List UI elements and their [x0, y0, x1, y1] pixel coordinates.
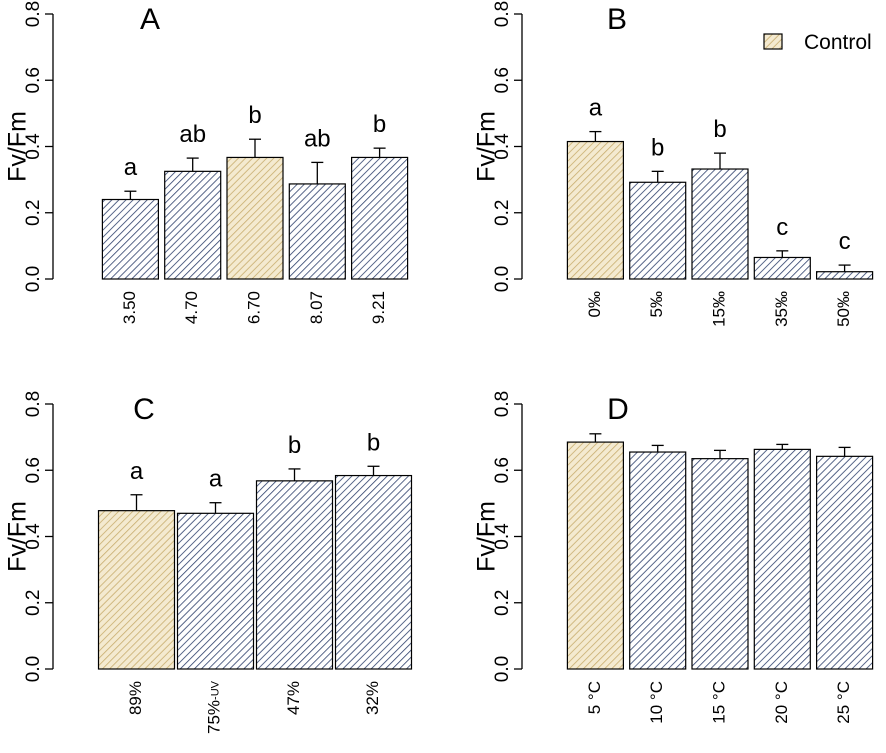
y-tick-label: 0.8 — [23, 391, 44, 417]
y-tick-label: 0.4 — [492, 523, 513, 550]
y-tick-label: 0.8 — [492, 391, 513, 417]
legend-swatch-control — [763, 33, 783, 50]
bar-1 — [101, 198, 160, 280]
panel-d: 0.0 0.2 0.4 0.6 0.8 Fv/Fm D 5 °C 10 °C 15 °C 20 °C… — [473, 391, 874, 724]
bar-5 — [351, 156, 409, 280]
x-tick-label: 3.50 — [120, 291, 139, 324]
bar-1 — [97, 510, 176, 670]
y-axis-label: Fv/Fm — [4, 501, 32, 572]
panel-title: B — [607, 3, 627, 36]
y-tick-label: 0.2 — [492, 590, 513, 616]
y-tick-label: 0.8 — [492, 1, 513, 27]
significance-letter: c — [839, 228, 851, 255]
y-axis-label: Fv/Fm — [473, 111, 501, 182]
panel-c: 0.0 0.2 0.4 0.6 0.8 Fv/Fm Ca 89% a 75%-UV b 47% b 32% — [4, 391, 413, 734]
significance-letter: b — [713, 116, 726, 143]
significance-letter: a — [130, 458, 144, 485]
y-tick-label: 0.0 — [23, 656, 44, 682]
significance-letter: ab — [304, 125, 331, 152]
bar-1 — [566, 441, 625, 670]
y-tick-label: 0.0 — [23, 266, 44, 292]
y-tick-label: 0.0 — [492, 266, 513, 292]
x-tick-label: 47% — [284, 681, 303, 715]
y-tick-label: 0.4 — [23, 133, 44, 160]
x-tick-label: 5‰ — [647, 291, 666, 317]
legend: Control — [763, 31, 872, 54]
bar-1 — [566, 140, 625, 280]
x-tick-label: 4.70 — [182, 291, 201, 324]
significance-letter: c — [776, 214, 788, 241]
bar-2 — [629, 451, 687, 670]
x-tick-label: 20 °C — [772, 681, 791, 724]
panel-title: A — [140, 3, 160, 36]
bar-4 — [288, 183, 346, 280]
y-tick-label: 0.2 — [23, 200, 44, 226]
x-tick-label: 15‰ — [709, 291, 728, 327]
y-tick-label: 0.8 — [23, 1, 44, 27]
x-tick-label: 0‰ — [585, 291, 604, 317]
x-tick-label: 32% — [363, 681, 382, 715]
y-tick-label: 0.0 — [492, 656, 513, 682]
bar-5 — [815, 455, 874, 670]
bar-3 — [691, 458, 749, 670]
x-tick-label: 10 °C — [647, 681, 666, 724]
panel-title: C — [133, 393, 155, 426]
y-tick-label: 0.6 — [492, 67, 513, 93]
y-tick-label: 0.6 — [23, 457, 44, 483]
significance-letter: ab — [179, 121, 206, 148]
y-tick-label: 0.6 — [492, 457, 513, 483]
y-tick-label: 0.2 — [492, 200, 513, 226]
significance-letter: b — [651, 134, 664, 161]
x-tick-label: 9.21 — [369, 291, 388, 324]
x-tick-label: 6.70 — [244, 291, 263, 324]
significance-letter: a — [209, 466, 223, 493]
x-tick-label: 75%-UV — [205, 680, 224, 734]
y-tick-label: 0.4 — [492, 133, 513, 160]
bar-5 — [815, 271, 874, 280]
bar-3 — [226, 156, 284, 280]
x-tick-label: 35‰ — [772, 291, 791, 327]
bar-2 — [629, 181, 687, 280]
x-tick-label: 15 °C — [709, 681, 728, 724]
y-axis-label: Fv/Fm — [473, 501, 501, 572]
bar-4 — [753, 448, 811, 670]
y-tick-label: 0.2 — [23, 590, 44, 616]
bar-2 — [164, 170, 222, 280]
panel-b: 0.0 0.2 0.4 0.6 0.8 Fv/Fm Ba 0‰ b 5‰ b 15‰ c 35‰ c 50‰ — [473, 1, 874, 327]
significance-letter: a — [124, 154, 138, 181]
bar-4 — [334, 474, 413, 670]
x-tick-label: 5 °C — [585, 681, 604, 714]
bar-3 — [255, 480, 334, 670]
significance-letter: b — [288, 432, 301, 459]
y-tick-label: 0.6 — [23, 67, 44, 93]
significance-letter: a — [589, 95, 603, 122]
x-tick-label: 89% — [126, 681, 145, 715]
bar-2 — [176, 512, 255, 670]
x-tick-label: 8.07 — [307, 291, 326, 324]
significance-letter: b — [248, 102, 261, 129]
panels: 0.00.20.40.60.8Fv/FmAa3.50ab4.70b6.70ab8… — [4, 1, 874, 734]
bar-3 — [691, 168, 749, 280]
significance-letter: b — [373, 111, 386, 138]
panel-title: D — [607, 393, 629, 426]
legend-label-control: Control — [804, 31, 872, 54]
panel-a: 0.0 0.2 0.4 0.6 0.8 Fv/Fm Aa 3.50 ab 4.70 b 6.70 ab 8… — [4, 1, 409, 324]
y-axis-label: Fv/Fm — [4, 111, 32, 182]
x-tick-label: 50‰ — [834, 291, 853, 327]
x-tick-label: 25 °C — [834, 681, 853, 724]
bar-4 — [753, 256, 811, 280]
significance-letter: b — [367, 429, 380, 456]
y-tick-label: 0.4 — [23, 523, 44, 550]
